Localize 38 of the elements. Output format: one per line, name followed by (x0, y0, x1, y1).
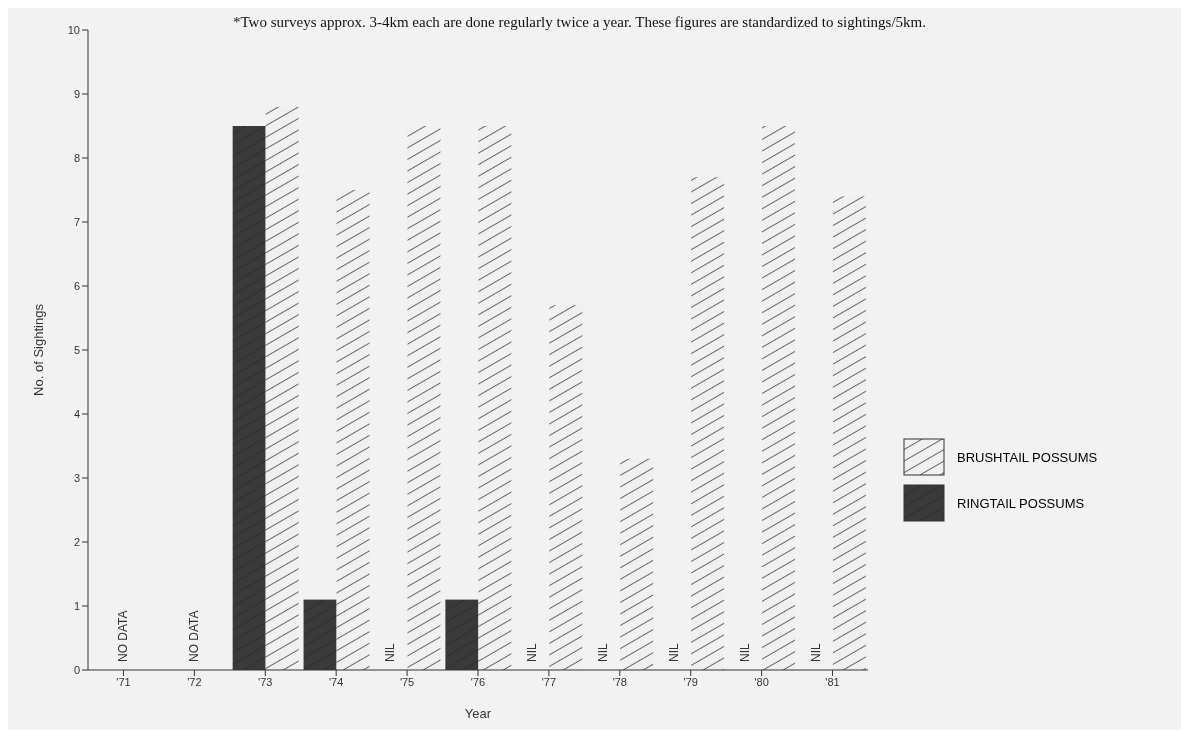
x-tick-label: '75 (399, 675, 415, 688)
text: NO DATA (116, 610, 131, 662)
x-tick-label: '81 (825, 675, 840, 688)
x-axis-title: Year (464, 706, 492, 721)
text: NIL (524, 643, 539, 662)
text: BRUSHTAIL POSSUMS (957, 449, 1098, 465)
text: NIL (737, 643, 752, 662)
text: NO DATA (187, 610, 202, 662)
y-tick-label: 8 (73, 151, 80, 164)
y-tick-label: 5 (73, 343, 80, 356)
x-tick-label: '80 (754, 675, 769, 688)
y-tick-label: 7 (73, 215, 80, 228)
y-axis-title: No. of Sightings (30, 303, 46, 396)
y-tick-label: 10 (67, 23, 80, 36)
text: NIL (666, 643, 681, 662)
x-tick-label: '76 (470, 675, 486, 688)
x-tick-label: '73 (258, 675, 273, 688)
x-tick-label: '71 (116, 675, 131, 688)
y-tick-label: 0 (73, 663, 80, 676)
text: NIL (383, 643, 398, 662)
x-tick-label: '79 (683, 675, 698, 688)
bar (232, 126, 266, 670)
text: NIL (808, 643, 823, 662)
bar (303, 599, 337, 670)
y-tick-label: 4 (73, 407, 80, 420)
annotation: *Two surveys approx. 3-4km each are done regularly twice a year. These figures are standardized to sightings/5km. (233, 14, 927, 31)
text: NIL (595, 643, 610, 662)
x-tick-label: '72 (187, 675, 202, 688)
bar (445, 599, 479, 670)
y-tick-label: 1 (73, 599, 80, 612)
text: RINGTAIL POSSUMS (957, 495, 1085, 511)
x-tick-label: '77 (541, 675, 557, 688)
y-tick-label: 6 (73, 279, 80, 292)
x-tick-label: '74 (329, 675, 344, 688)
x-tick-label: '78 (612, 675, 627, 688)
y-tick-label: 2 (73, 535, 80, 548)
y-tick-label: 9 (73, 87, 80, 100)
y-tick-label: 3 (73, 471, 80, 484)
